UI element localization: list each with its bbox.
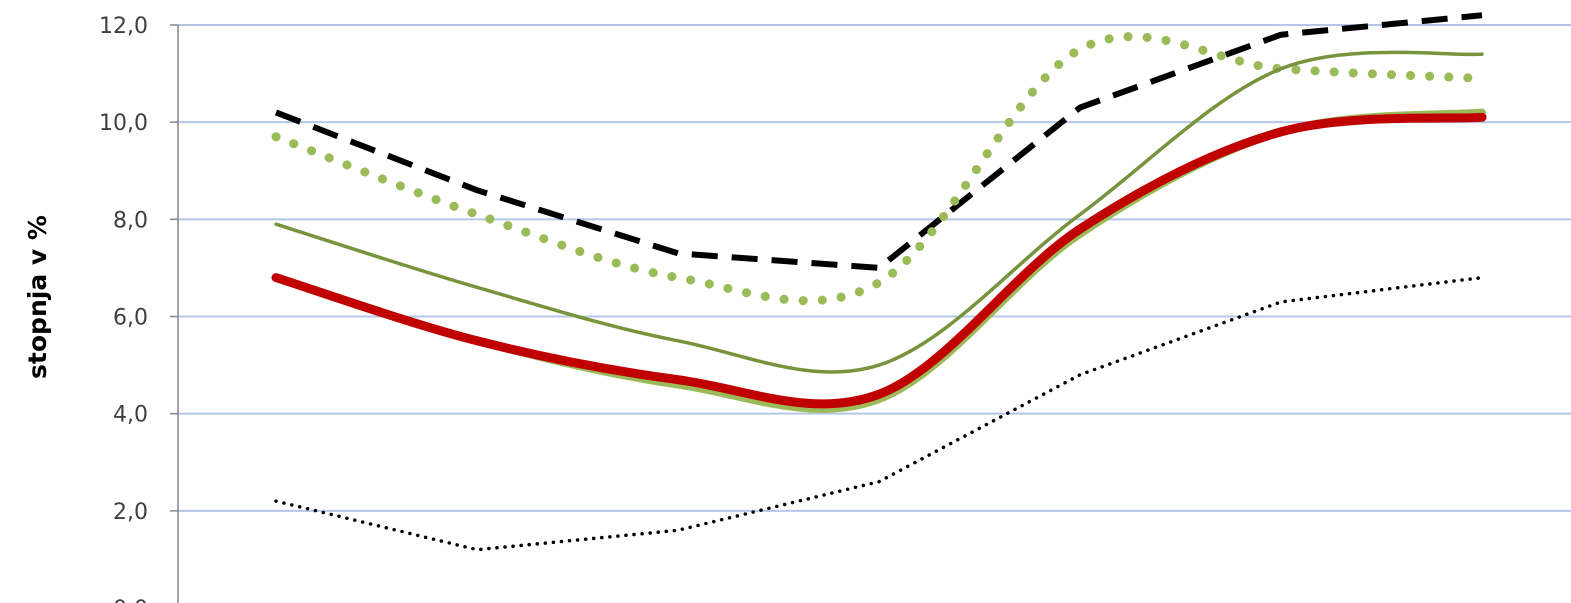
y-axis-ticks: 0,0 2,0 4,0 6,0 8,0 10,0 12,0 — [99, 14, 178, 603]
series-line-6 — [274, 275, 1484, 552]
y-tick-label: 4,0 — [113, 403, 148, 428]
gridlines — [178, 24, 1571, 512]
y-tick-label: 0,0 — [113, 597, 148, 603]
y-axis-label: stopnja v % — [23, 215, 52, 379]
y-tick-label: 12,0 — [99, 14, 148, 39]
y-tick-label: 8,0 — [113, 208, 148, 233]
series-line-1 — [274, 12, 1483, 271]
series-group — [271, 12, 1487, 552]
series-line-2 — [271, 32, 1487, 306]
y-tick-label: 10,0 — [99, 111, 148, 136]
series-line-3 — [274, 50, 1484, 374]
series-line-5 — [271, 112, 1487, 409]
y-tick-label: 2,0 — [113, 500, 148, 525]
y-tick-label: 6,0 — [113, 306, 148, 331]
